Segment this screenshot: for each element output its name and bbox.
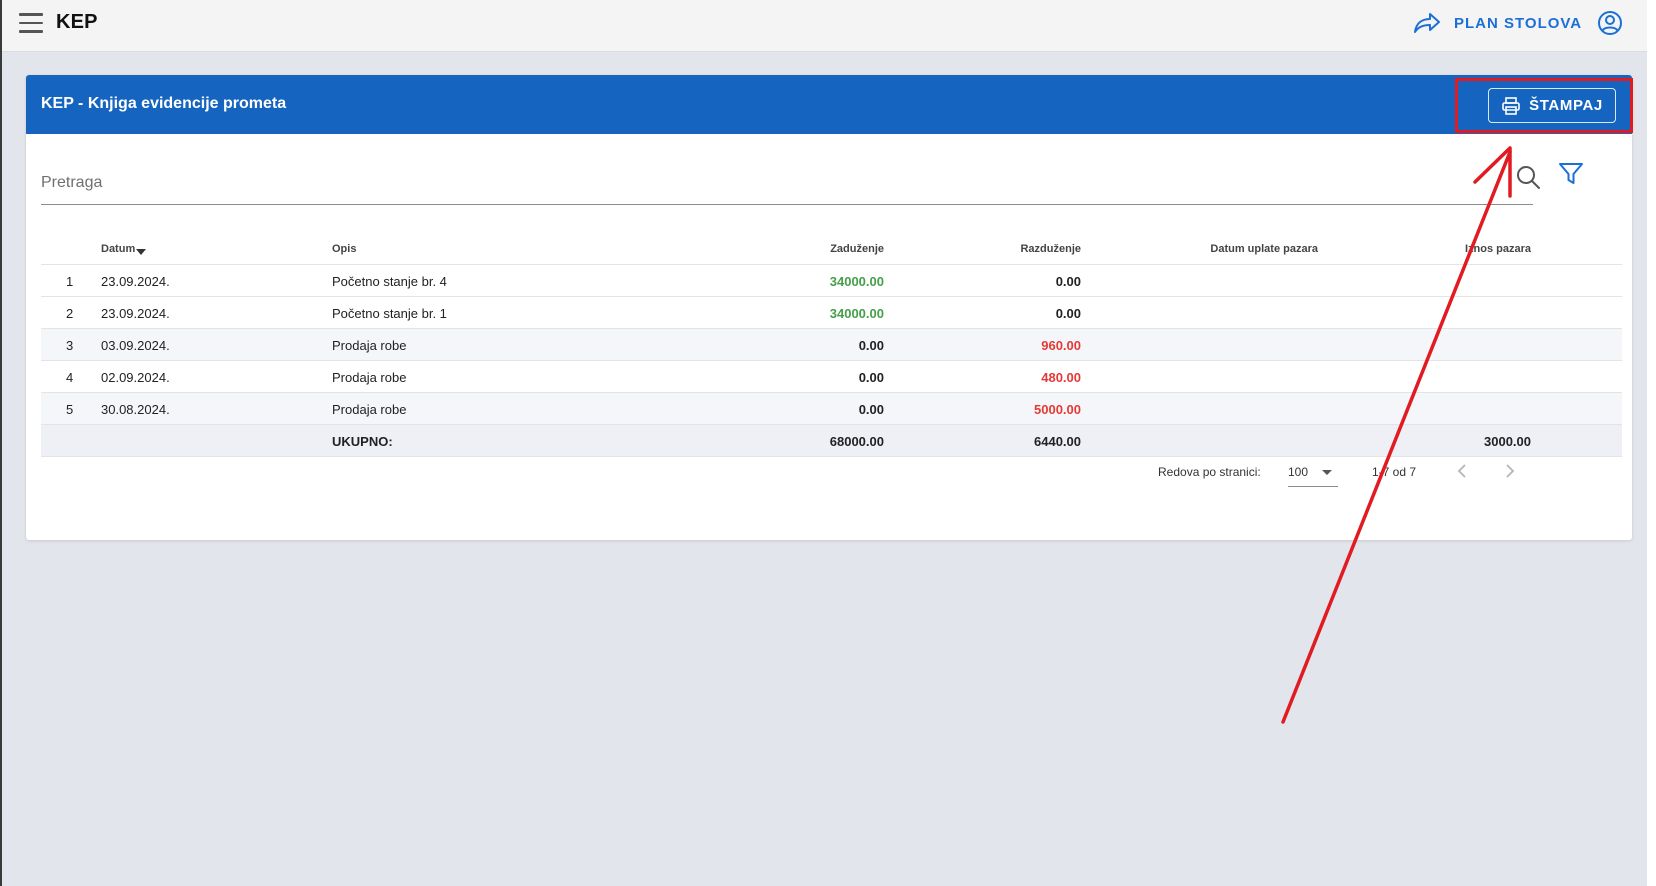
kep-table: Datum Opis Zaduženje Razduženje Datum up… <box>41 230 1622 457</box>
filter-icon[interactable] <box>1557 160 1585 188</box>
row-opis: Početno stanje br. 4 <box>332 274 447 289</box>
row-razduzenje: 5000.00 <box>1034 402 1081 417</box>
row-zaduzenje: 0.00 <box>858 402 884 417</box>
chevron-right-icon[interactable] <box>1499 461 1519 481</box>
row-number: 3 <box>66 338 74 353</box>
table-row[interactable]: 4 02.09.2024. Prodaja robe 0.00 480.00 <box>41 361 1622 393</box>
row-number: 2 <box>66 306 74 321</box>
chevron-left-icon[interactable] <box>1453 461 1473 481</box>
row-zaduzenje: 34000.00 <box>829 274 884 289</box>
total-zaduzenje: 68000.00 <box>829 434 884 449</box>
search-input[interactable] <box>41 163 1481 203</box>
table-header: Datum Opis Zaduženje Razduženje Datum up… <box>41 230 1622 265</box>
plan-stolova-button[interactable]: PLAN STOLOVA <box>1412 9 1582 37</box>
row-number: 1 <box>66 274 74 289</box>
total-razduzenje: 6440.00 <box>1034 434 1081 449</box>
col-iznos[interactable]: Iznos pazara <box>1464 243 1531 255</box>
kep-card: KEP - Knjiga evidencije prometa ŠTAMPAJ … <box>26 75 1632 540</box>
sort-desc-icon <box>136 249 147 255</box>
top-app-bar: KEP PLAN STOLOVA <box>2 0 1647 52</box>
printer-icon <box>1502 96 1520 115</box>
row-zaduzenje: 0.00 <box>858 338 884 353</box>
row-number: 4 <box>66 370 74 385</box>
row-opis: Početno stanje br. 1 <box>332 306 447 321</box>
row-razduzenje: 0.00 <box>1055 274 1081 289</box>
row-datum: 30.08.2024. <box>101 402 170 417</box>
row-opis: Prodaja robe <box>332 402 407 417</box>
row-razduzenje: 0.00 <box>1055 306 1081 321</box>
total-iznos: 3000.00 <box>1484 434 1531 449</box>
table-row[interactable]: 5 30.08.2024. Prodaja robe 0.00 5000.00 <box>41 393 1622 425</box>
col-datum-uplate[interactable]: Datum uplate pazara <box>1210 243 1318 255</box>
col-opis[interactable]: Opis <box>332 243 357 255</box>
window-edge <box>1647 0 1656 886</box>
row-razduzenje: 480.00 <box>1041 370 1081 385</box>
rows-per-page-label: Redova po stranici: <box>1158 465 1261 479</box>
total-row: UKUPNO: 68000.00 6440.00 3000.00 <box>41 425 1622 457</box>
row-opis: Prodaja robe <box>332 338 407 353</box>
rows-per-page-select[interactable]: 100 <box>1288 457 1338 487</box>
card-title: KEP - Knjiga evidencije prometa <box>41 95 287 112</box>
col-zaduzenje[interactable]: Zaduženje <box>830 243 884 255</box>
plan-stolova-label: PLAN STOLOVA <box>1454 14 1583 32</box>
row-datum: 03.09.2024. <box>101 338 170 353</box>
card-header: KEP - Knjiga evidencije prometa ŠTAMPAJ <box>26 75 1632 134</box>
menu-icon[interactable] <box>19 13 43 33</box>
search-field <box>41 163 1533 205</box>
row-zaduzenje: 34000.00 <box>829 306 884 321</box>
col-datum[interactable]: Datum <box>101 243 147 255</box>
row-opis: Prodaja robe <box>332 370 407 385</box>
table-row[interactable]: 2 23.09.2024. Početno stanje br. 1 34000… <box>41 297 1622 329</box>
print-button[interactable]: ŠTAMPAJ <box>1488 88 1616 123</box>
row-datum: 02.09.2024. <box>101 370 170 385</box>
account-icon[interactable] <box>1597 10 1623 36</box>
print-label: ŠTAMPAJ <box>1529 97 1603 114</box>
row-razduzenje: 960.00 <box>1041 338 1081 353</box>
table-row[interactable]: 3 03.09.2024. Prodaja robe 0.00 960.00 <box>41 329 1622 361</box>
app-title: KEP <box>56 11 98 33</box>
page-range: 1-7 od 7 <box>1372 465 1417 479</box>
search-icon[interactable] <box>1515 164 1541 190</box>
table-row[interactable]: 1 23.09.2024. Početno stanje br. 4 34000… <box>41 265 1622 297</box>
chevron-down-icon <box>1322 470 1332 475</box>
row-datum: 23.09.2024. <box>101 306 170 321</box>
rows-per-page-value: 100 <box>1288 465 1309 479</box>
row-datum: 23.09.2024. <box>101 274 170 289</box>
pagination: Redova po stranici: 100 1-7 od 7 <box>26 457 1632 487</box>
share-forward-icon <box>1414 13 1440 33</box>
row-number: 5 <box>66 402 74 417</box>
col-razduzenje[interactable]: Razduženje <box>1020 243 1081 255</box>
row-zaduzenje: 0.00 <box>858 370 884 385</box>
total-label: UKUPNO: <box>332 434 393 449</box>
